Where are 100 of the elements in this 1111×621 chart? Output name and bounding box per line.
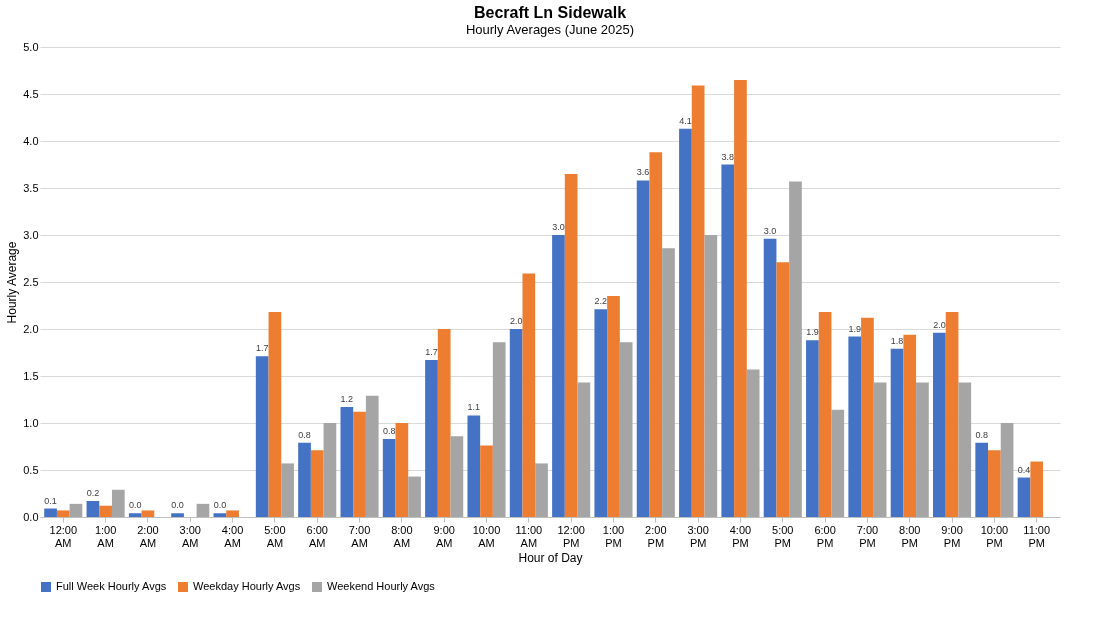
bar bbox=[255, 356, 269, 517]
bar bbox=[437, 329, 451, 517]
bar bbox=[577, 382, 591, 517]
data-label: 3.6 bbox=[636, 167, 650, 178]
bar bbox=[226, 510, 239, 517]
bar bbox=[1017, 477, 1031, 517]
x-tick-label: 7:00 PM bbox=[856, 523, 879, 549]
x-tick-label: 12:00 PM bbox=[557, 523, 585, 549]
bar bbox=[382, 438, 396, 517]
x-tick-label: 8:00 PM bbox=[899, 523, 921, 549]
bar bbox=[365, 395, 379, 517]
bar bbox=[679, 128, 692, 517]
bar bbox=[1000, 423, 1014, 517]
bar bbox=[734, 79, 747, 517]
bar bbox=[636, 180, 650, 517]
bar bbox=[806, 340, 819, 517]
y-tick-label: 0.0 bbox=[23, 510, 39, 523]
bar bbox=[988, 450, 1001, 517]
data-label: 1.9 bbox=[806, 327, 819, 338]
x-tick-label: 3:00 PM bbox=[687, 523, 709, 549]
x-tick-label: 11:00 PM bbox=[1023, 523, 1051, 549]
bar bbox=[323, 423, 337, 517]
bar bbox=[903, 334, 917, 517]
data-label: 0.0 bbox=[128, 500, 142, 511]
data-label: 0.4 bbox=[1017, 464, 1031, 475]
data-label: 0.0 bbox=[213, 500, 227, 511]
bar bbox=[704, 235, 718, 517]
x-axis-title: Hour of Day bbox=[518, 550, 583, 565]
y-tick-label: 3.0 bbox=[23, 228, 39, 241]
x-tick-label: 6:00 PM bbox=[814, 523, 836, 549]
bar bbox=[746, 369, 760, 517]
x-tick-label: 11:00 AM bbox=[515, 523, 543, 549]
y-tick-label: 1.5 bbox=[23, 369, 39, 382]
bar bbox=[480, 445, 493, 517]
bar bbox=[450, 436, 464, 517]
y-tick-label: 4.5 bbox=[23, 87, 39, 100]
x-tick-label: 2:00 AM bbox=[137, 523, 159, 549]
data-label: 2.0 bbox=[509, 316, 523, 326]
data-label: 0.8 bbox=[975, 429, 988, 440]
bar bbox=[831, 409, 845, 517]
x-tick-label: 5:00 AM bbox=[264, 523, 286, 549]
bar bbox=[945, 312, 959, 517]
bar bbox=[171, 513, 184, 517]
y-tick-label: 5.0 bbox=[23, 40, 39, 53]
y-axis-title: Hourly Average bbox=[5, 241, 20, 324]
legend-label: Weekday Hourly Avgs bbox=[193, 580, 301, 592]
x-tick-label: 5:00 PM bbox=[772, 523, 794, 549]
chart-subtitle: Hourly Averages (June 2025) bbox=[465, 22, 635, 37]
bar bbox=[196, 503, 210, 517]
bar bbox=[128, 513, 142, 517]
bar bbox=[467, 415, 481, 517]
bar bbox=[492, 342, 506, 517]
y-tick-label: 0.5 bbox=[23, 463, 39, 476]
x-tick-label: 8:00 AM bbox=[391, 523, 413, 549]
bar bbox=[281, 463, 294, 517]
bar bbox=[535, 463, 548, 517]
bar bbox=[552, 235, 565, 517]
x-tick-label: 10:00 AM bbox=[472, 523, 501, 549]
bar bbox=[44, 508, 57, 517]
data-label: 3.0 bbox=[763, 225, 777, 236]
bar bbox=[873, 382, 887, 517]
x-tick-label: 9:00 PM bbox=[941, 523, 963, 549]
bar bbox=[340, 407, 354, 517]
y-tick-label: 3.5 bbox=[23, 181, 39, 194]
bar bbox=[268, 312, 282, 517]
bar bbox=[395, 423, 409, 517]
data-label: 0.2 bbox=[86, 488, 100, 499]
y-tick-label: 2.0 bbox=[23, 322, 39, 335]
legend-label: Weekend Hourly Avgs bbox=[327, 580, 436, 592]
bar bbox=[975, 442, 989, 517]
x-tick-label: 12:00 AM bbox=[49, 523, 78, 549]
data-label: 1.7 bbox=[425, 347, 438, 358]
data-label: 3.8 bbox=[721, 151, 735, 162]
bar bbox=[564, 173, 578, 517]
data-label: 1.2 bbox=[340, 394, 354, 405]
bar bbox=[861, 317, 874, 517]
data-label: 0.1 bbox=[44, 495, 57, 506]
bar bbox=[298, 442, 311, 517]
bar bbox=[916, 382, 929, 517]
bar bbox=[56, 510, 70, 517]
x-tick-label: 4:00 PM bbox=[729, 523, 752, 549]
x-tick-label: 10:00 PM bbox=[980, 523, 1009, 549]
y-tick-label: 4.0 bbox=[23, 134, 39, 147]
data-label: 0.0 bbox=[171, 500, 184, 511]
bar bbox=[848, 336, 862, 517]
y-tick-label: 1.0 bbox=[23, 416, 39, 429]
bar bbox=[818, 312, 832, 517]
x-tick-label: 4:00 AM bbox=[221, 523, 244, 549]
bar bbox=[509, 329, 523, 517]
data-label: 1.9 bbox=[848, 323, 861, 334]
bar bbox=[649, 152, 663, 517]
bar bbox=[958, 382, 972, 517]
bar bbox=[594, 309, 608, 517]
data-label: 2.2 bbox=[594, 296, 608, 307]
bar bbox=[789, 181, 802, 517]
bar bbox=[776, 262, 790, 517]
bar bbox=[607, 296, 620, 517]
bar bbox=[721, 164, 735, 517]
bar bbox=[425, 360, 438, 517]
data-label: 0.8 bbox=[298, 429, 311, 440]
